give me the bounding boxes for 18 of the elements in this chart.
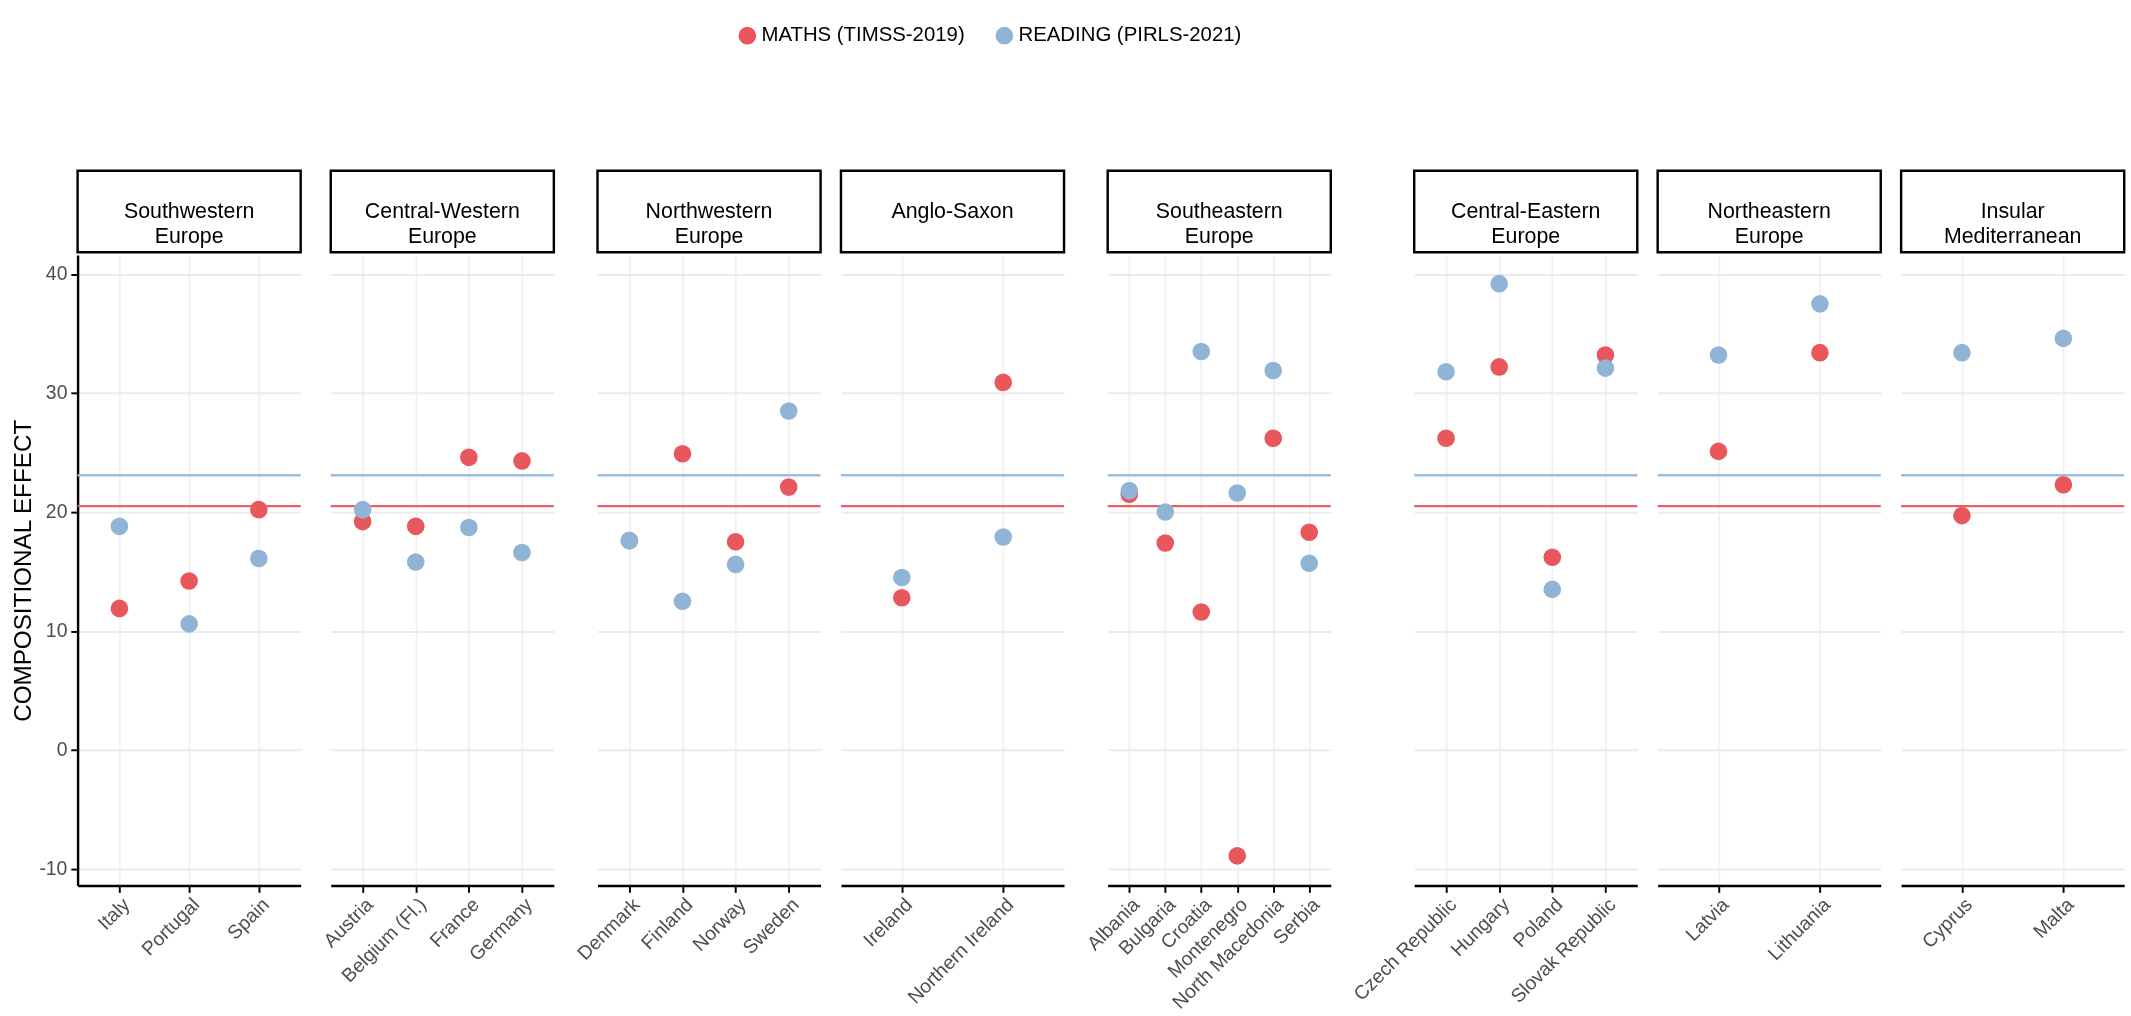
y-tick-label: 40 (45, 262, 68, 285)
chart-title: Central-Eastern Europe (1451, 199, 1601, 249)
legend-label: READING (PIRLS-2021) (1018, 23, 1242, 46)
chart-title: Insular Mediterranean (1943, 199, 2082, 249)
chart-title: Central-Western Europe (364, 199, 520, 249)
y-tick-label: 10 (45, 619, 68, 642)
chart-title: Northwestern Europe (645, 199, 773, 249)
chart-title: Southeastern Europe (1155, 199, 1283, 249)
y-tick-label: 30 (45, 381, 68, 404)
y-tick-label: -10 (39, 857, 68, 880)
x-tick-label: Italy (93, 892, 134, 934)
y-tick-label: 20 (45, 500, 68, 523)
chart-title: Northeastern Europe (1707, 199, 1831, 249)
legend-label: MATHS (TIMSS-2019) (761, 23, 965, 46)
chart-title: Southwestern Europe (123, 199, 255, 249)
chart-title: Anglo-Saxon (891, 199, 1014, 224)
y-tick-label: 0 (56, 738, 68, 761)
y-axis-title: COMPOSITIONAL EFFECT (8, 419, 36, 722)
